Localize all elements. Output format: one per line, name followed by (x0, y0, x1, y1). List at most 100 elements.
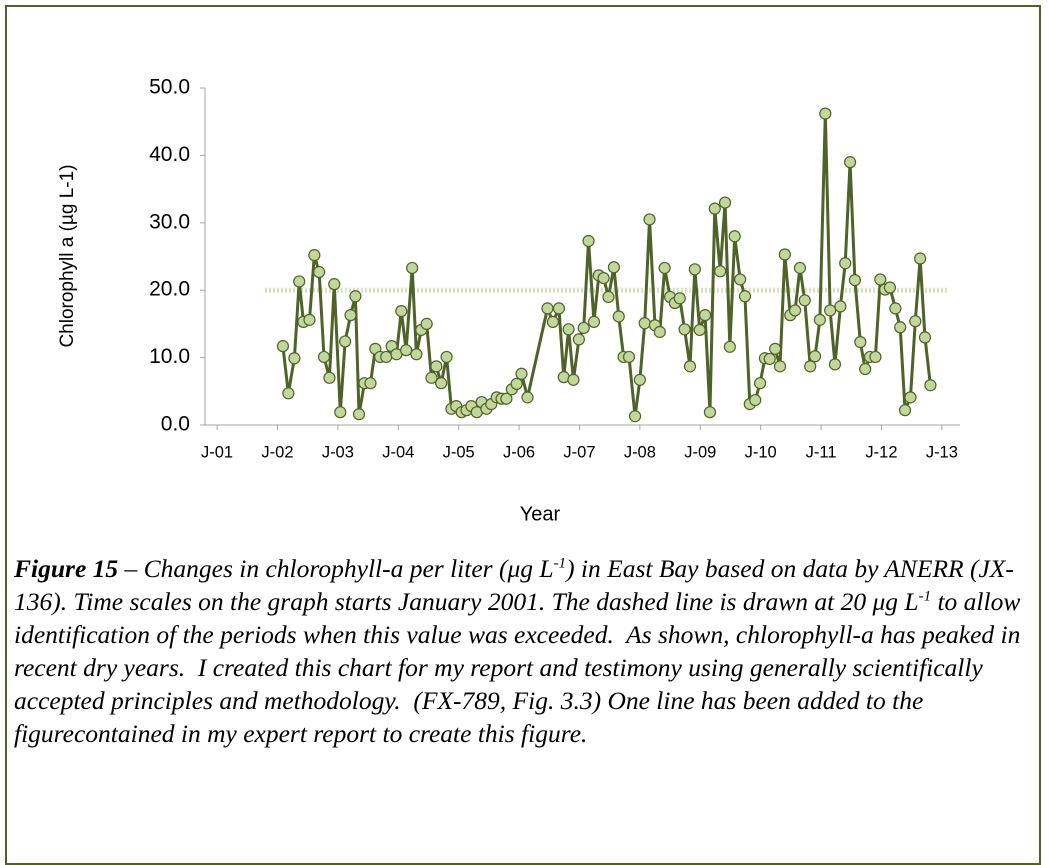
data-point (380, 350, 393, 364)
x-tick-label: J-13 (926, 443, 958, 461)
data-point (708, 202, 721, 215)
data-point (718, 196, 732, 209)
data-point (904, 391, 917, 404)
data-point (688, 263, 701, 276)
data-point (562, 323, 575, 336)
data-point (587, 315, 601, 328)
data-point (798, 294, 811, 307)
y-tick-label: 20.0 (149, 278, 190, 301)
data-point (622, 350, 636, 364)
x-tick-label: J-04 (382, 443, 414, 461)
data-point (703, 406, 717, 419)
x-tick-label: J-02 (261, 443, 293, 461)
data-point (678, 323, 691, 336)
data-point (824, 304, 837, 317)
data-point (328, 278, 341, 291)
data-point (400, 344, 413, 357)
data-point (552, 302, 566, 315)
data-point (789, 304, 802, 317)
data-point (848, 273, 862, 287)
data-point (854, 335, 867, 349)
data-point (683, 360, 697, 373)
x-tick-label: J-09 (684, 443, 716, 461)
caption: Figure 15 – Changes in chlorophyll-a per… (14, 552, 1034, 750)
data-point (425, 371, 438, 384)
x-tick-label: J-05 (443, 443, 475, 461)
data-point (749, 393, 762, 407)
data-point (440, 350, 453, 364)
x-tick-label: J-11 (806, 443, 837, 461)
data-point (834, 300, 847, 313)
data-point (918, 331, 932, 344)
data-point (515, 367, 528, 380)
caption-text: – Changes in chlorophyll-a per liter (μg… (118, 554, 554, 583)
data-point (344, 309, 357, 322)
data-point (763, 352, 776, 366)
y-tick-label: 30.0 (149, 210, 190, 233)
data-point (339, 335, 352, 348)
data-point (643, 213, 656, 226)
data-point (769, 342, 782, 355)
x-tick-label: J-08 (624, 443, 656, 461)
data-point (577, 321, 590, 335)
data-point (653, 325, 666, 339)
x-tick-label: J-07 (563, 443, 595, 461)
data-point (883, 281, 897, 294)
chart: Chlorophyll a (µg L-1) Year 0.0 10.0 20.0 3… (57, 76, 960, 525)
x-axis-title: Year (520, 503, 561, 525)
data-point (521, 391, 534, 404)
data-point (406, 261, 419, 275)
data-line (281, 112, 932, 418)
data-point (889, 302, 902, 315)
data-point (288, 352, 301, 365)
data-point (728, 230, 741, 243)
data-point (612, 310, 625, 323)
data-point (699, 309, 712, 322)
data-point (293, 275, 306, 288)
data-point (914, 252, 927, 265)
data-point (628, 410, 642, 423)
data-point (658, 261, 671, 275)
data-point (753, 377, 767, 390)
data-point (317, 350, 331, 364)
data-point (734, 273, 747, 286)
y-tick-label: 10.0 (149, 345, 190, 368)
data-point (500, 392, 513, 405)
data-point (839, 257, 852, 270)
data-point (352, 408, 366, 421)
data-point (276, 340, 290, 353)
caption-label: Figure 15 (14, 554, 119, 583)
data-point (430, 360, 443, 373)
data-point (819, 107, 832, 120)
data-point (693, 323, 706, 337)
data-point (633, 373, 646, 386)
caption-text: to allow identification of the periods w… (14, 587, 1027, 748)
data-point (828, 358, 842, 371)
data-point (303, 313, 316, 326)
data-point (894, 321, 907, 334)
data-point (723, 340, 736, 353)
data-point (597, 271, 610, 285)
data-point (813, 313, 826, 326)
data-point (924, 379, 937, 392)
data-point (793, 261, 807, 275)
data-point (673, 292, 686, 305)
x-tick-label: J-12 (865, 443, 897, 461)
caption-superscript: -1 (553, 555, 567, 572)
data-point (714, 265, 727, 278)
data-point (773, 360, 787, 373)
data-point (843, 156, 857, 169)
data-point (738, 290, 752, 303)
x-tick-label: J-06 (503, 443, 535, 461)
data-point (869, 350, 882, 364)
data-point (349, 290, 362, 303)
data-point (410, 348, 423, 361)
x-tick-label: J-10 (745, 443, 777, 461)
data-point (859, 362, 872, 376)
data-point (323, 371, 336, 384)
data-point (282, 387, 295, 400)
data-point (909, 315, 922, 328)
caption-superscript: -1 (918, 588, 932, 605)
y-tick-label: 40.0 (149, 143, 190, 166)
data-point (567, 373, 580, 386)
